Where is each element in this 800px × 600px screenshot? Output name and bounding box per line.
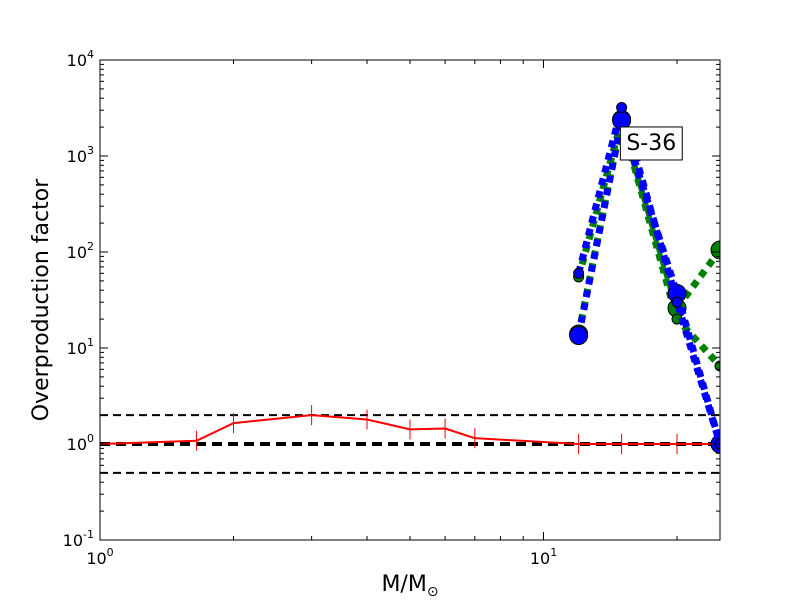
plot-frame: [99, 59, 721, 541]
series-1-point-3: [710, 240, 720, 260]
series-line-0: [100, 414, 720, 445]
series-4-point-1: [616, 102, 628, 114]
x-tick-label-1: 101: [530, 546, 557, 568]
annotation-text-0: S-36: [626, 131, 676, 156]
annotation-box-0: [619, 126, 683, 161]
series-line-4: [575, 104, 720, 446]
x-tick-label-0: 100: [86, 546, 113, 568]
y-tick-label-4: 103: [67, 144, 94, 166]
series-4-point-2: [671, 296, 683, 308]
x-axis-label: M/M⊙: [381, 572, 438, 600]
series-line-2: [575, 117, 720, 369]
y-tick-label-0: 10-1: [63, 528, 94, 550]
series-3-point-0: [569, 325, 589, 345]
y-tick-label-5: 104: [67, 48, 94, 70]
series-4-point-0: [573, 267, 585, 279]
y-tick-label-1: 100: [67, 432, 94, 454]
y-axis-label: Overproduction factor: [29, 178, 54, 421]
y-tick-label-2: 101: [67, 336, 94, 358]
series-line-3: [575, 116, 720, 445]
y-tick-label-3: 102: [67, 240, 94, 262]
series-2-point-3: [714, 360, 720, 372]
